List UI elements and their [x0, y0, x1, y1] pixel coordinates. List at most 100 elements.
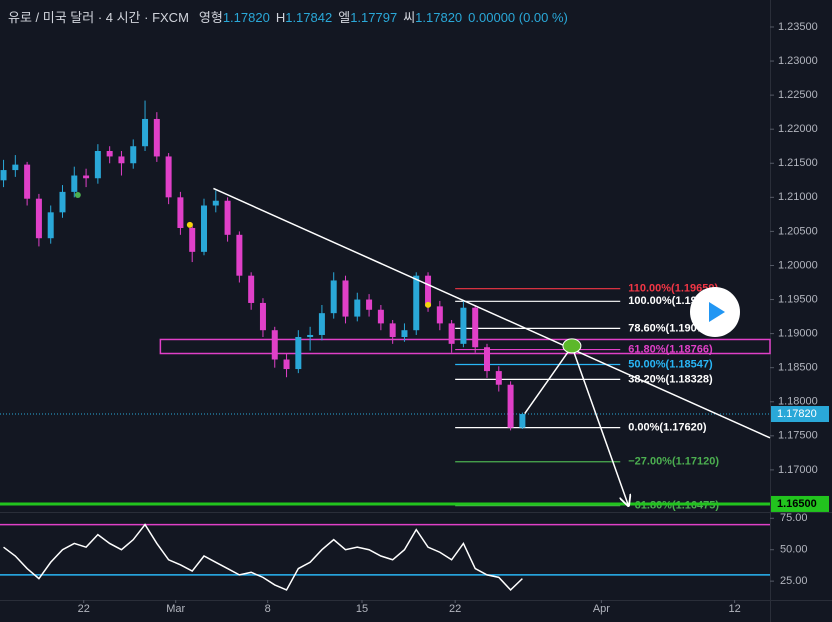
candle-body [94, 150, 101, 179]
fib-label: 61.80%(1.18766) [628, 343, 713, 355]
fib-label: 38.20%(1.18328) [628, 373, 713, 385]
ohlc-label: H [276, 10, 285, 25]
marker [186, 221, 193, 228]
candle-body [83, 175, 90, 179]
osc-tick-label: 50.00 [780, 544, 808, 556]
candle-body [71, 175, 78, 192]
fib-label: 0.00%(1.17620) [628, 422, 707, 434]
ohlc-value: 1.17820 [223, 10, 270, 25]
candle-body [483, 347, 490, 372]
y-tick-label: 1.17000 [778, 464, 818, 476]
candle-body [189, 227, 196, 252]
candle-body [295, 337, 302, 370]
y-tick-label: 1.22500 [778, 89, 818, 101]
candle-body [425, 275, 432, 307]
fib-label: 50.00%(1.18547) [628, 358, 713, 370]
candle-body [153, 118, 160, 157]
fib-label: −61.80%(1.16475) [628, 500, 719, 512]
x-tick-label: 22 [78, 603, 90, 615]
candle-body [401, 330, 408, 338]
candle-body [377, 309, 384, 324]
ohlc-value: 1.17797 [350, 10, 397, 25]
trendline [213, 187, 771, 439]
marker [562, 338, 582, 354]
level-box [771, 495, 829, 512]
y-tick-label: 1.19000 [778, 328, 818, 340]
candle-body [436, 306, 443, 324]
candle-body [224, 200, 231, 235]
candle-body [283, 359, 290, 370]
y-tick-label: 1.20000 [778, 259, 818, 271]
candle-body [318, 313, 325, 335]
candle-body [519, 414, 526, 428]
x-tick-label: 15 [356, 603, 368, 615]
ohlc-value: 1.17820 [415, 10, 462, 25]
change: 0.00000 (0.00 %) [468, 10, 568, 25]
candle-body [0, 170, 7, 181]
header: 유로 / 미국 달러 · 4 시간 · FXCM 영형1.17820 H1.1784… [8, 10, 568, 25]
x-tick-label: 12 [728, 603, 740, 615]
osc-tick-label: 75.00 [780, 512, 808, 524]
candle-body [165, 156, 172, 198]
candle-body [142, 118, 149, 147]
fib-label: 110.00%(1.19659) [628, 283, 718, 295]
x-tick-label: 8 [265, 603, 271, 615]
candle-body [472, 307, 479, 348]
fib-label: −27.00%(1.17120) [628, 456, 719, 468]
candle-body [47, 212, 54, 239]
candle-body [106, 150, 113, 157]
candle-body [354, 299, 361, 317]
ohlc-label: 영형 [199, 10, 223, 25]
candle-body [12, 164, 19, 171]
title: 유로 / 미국 달러 · 4 시간 · FXCM [8, 10, 189, 25]
candle-body [448, 323, 455, 344]
y-tick-label: 1.21500 [778, 157, 818, 169]
y-tick-label: 1.21000 [778, 191, 818, 203]
x-tick-label: Apr [593, 603, 610, 615]
last-price-box [771, 406, 829, 423]
oscillator-line [3, 523, 523, 592]
candle-body [413, 275, 420, 331]
candle-body [271, 330, 278, 360]
candle-body [24, 164, 31, 199]
candle-body [177, 197, 184, 228]
candle-body [35, 198, 42, 239]
candle-body [130, 146, 137, 164]
play-button[interactable] [690, 287, 740, 337]
osc-tick-label: 25.00 [780, 575, 808, 587]
candle-body [507, 384, 514, 428]
level-label: 1.16500 [777, 498, 817, 510]
candle-body [342, 280, 349, 317]
marker [74, 191, 81, 198]
ohlc-label: 엘 [338, 10, 350, 25]
candle-body [330, 280, 337, 314]
candle-body [307, 334, 314, 338]
plot: 1.23500 1.23000 1.22500 1.22000 1.21500 1.210… [0, 10, 829, 615]
x-tick-label: Mar [166, 603, 185, 615]
y-tick-label: 1.23500 [778, 21, 818, 33]
candle-body [460, 307, 467, 344]
candle-body [118, 156, 125, 164]
candle-body [236, 234, 243, 276]
last-price-label: 1.17820 [777, 408, 817, 420]
candle-body [389, 323, 396, 338]
candle-body [200, 205, 207, 252]
marker [425, 301, 432, 308]
candle-body [259, 302, 266, 331]
y-tick-label: 1.19500 [778, 293, 818, 305]
ohlc-value: 1.17842 [285, 10, 332, 25]
candle-body [366, 299, 373, 310]
y-tick-label: 1.22000 [778, 123, 818, 135]
candle-body [495, 371, 502, 385]
candle-body [248, 275, 255, 303]
candle-body [59, 191, 66, 213]
y-tick-label: 1.20500 [778, 225, 818, 237]
play-icon[interactable] [709, 302, 725, 322]
y-tick-label: 1.18000 [778, 396, 818, 408]
ohlc-label: 씨 [403, 10, 415, 25]
y-tick-label: 1.18500 [778, 362, 818, 374]
y-tick-label: 1.23000 [778, 55, 818, 67]
candle-body [212, 200, 219, 206]
